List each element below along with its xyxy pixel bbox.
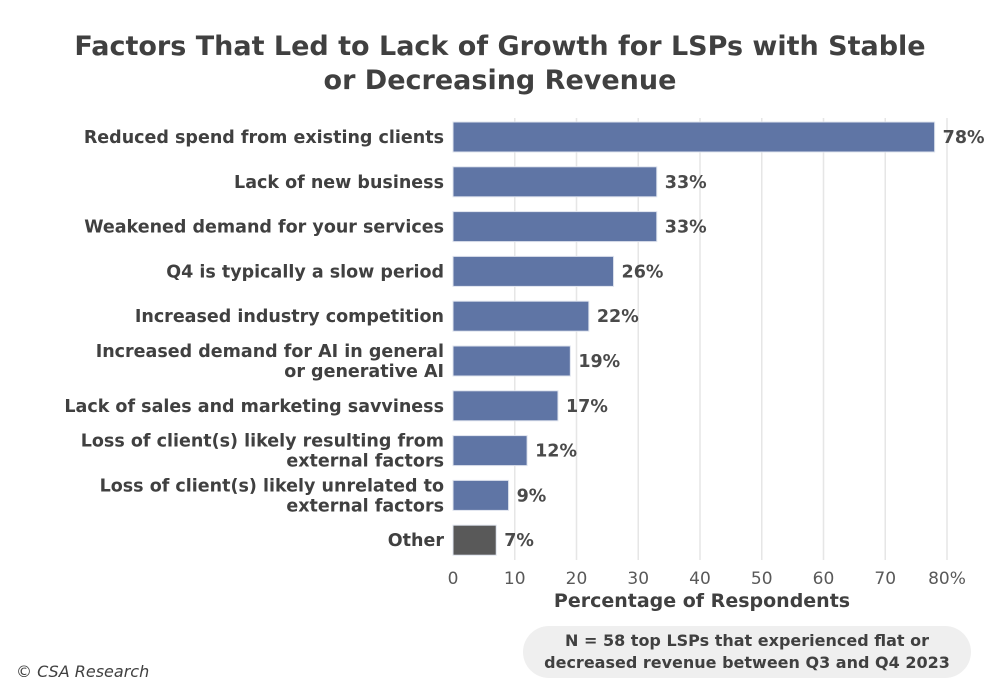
x-tick-label: 80% <box>928 569 966 589</box>
data-label: 12% <box>535 442 577 462</box>
bar <box>452 524 497 556</box>
data-label: 33% <box>665 173 707 193</box>
category-label-line: Loss of client(s) likely resulting from <box>81 432 444 452</box>
category-label-line: external factors <box>286 496 444 516</box>
category-label: Other <box>388 531 445 551</box>
category-label: Lack of sales and marketing savviness <box>64 397 444 417</box>
category-label-line: Lack of new business <box>234 173 444 193</box>
category-label-line: Increased demand for AI in general <box>96 342 444 362</box>
x-tick-label: 20 <box>566 569 588 589</box>
x-tick-label: 0 <box>448 569 459 589</box>
chart-title-line: or Decreasing Revenue <box>323 65 677 96</box>
x-tick-label: 70 <box>874 569 896 589</box>
copyright: © CSA Research <box>16 662 150 681</box>
x-axis-label: Percentage of Respondents <box>554 590 850 612</box>
bar <box>452 211 658 243</box>
category-label: Reduced spend from existing clients <box>84 128 444 148</box>
category-label: Weakened demand for your services <box>84 218 444 238</box>
bar <box>452 121 936 153</box>
bar <box>452 479 510 511</box>
x-tick-label: 10 <box>504 569 526 589</box>
data-label: 26% <box>622 262 664 282</box>
note-line: N = 58 top LSPs that experienced flat or <box>565 631 929 650</box>
category-label: Q4 is typically a slow period <box>166 262 444 282</box>
category-label: Increased industry competition <box>135 307 444 327</box>
category-label-line: Increased industry competition <box>135 307 444 327</box>
category-label-line: external factors <box>286 452 444 472</box>
x-tick-label: 60 <box>813 569 835 589</box>
bar <box>452 300 590 332</box>
category-label-line: Loss of client(s) likely unrelated to <box>100 476 444 496</box>
data-label: 22% <box>597 307 639 327</box>
bar <box>452 255 615 287</box>
sample-size-note: N = 58 top LSPs that experienced flat or… <box>523 626 971 678</box>
note-line: decreased revenue between Q3 and Q4 2023 <box>544 653 950 672</box>
data-label: 78% <box>943 128 985 148</box>
category-label: Loss of client(s) likely resulting from e… <box>81 432 444 472</box>
chart-title-line: Factors That Led to Lack of Growth for L… <box>74 31 926 62</box>
data-label: 33% <box>665 218 707 238</box>
x-tick-label: 40 <box>689 569 711 589</box>
category-label-line: Reduced spend from existing clients <box>84 128 444 148</box>
x-tick-label: 30 <box>627 569 649 589</box>
category-label-line: Q4 is typically a slow period <box>166 262 444 282</box>
category-label: Lack of new business <box>234 173 444 193</box>
category-label-line: Lack of sales and marketing savviness <box>64 397 444 417</box>
category-label: Increased demand for AI in general or gen… <box>96 342 444 382</box>
x-tick-label: 50 <box>751 569 773 589</box>
category-label-line: Other <box>388 531 445 551</box>
bar <box>452 345 571 377</box>
bar <box>452 390 559 422</box>
data-label: 7% <box>504 531 534 551</box>
category-label: Loss of client(s) likely unrelated to ext… <box>100 476 444 516</box>
category-label-line: or generative AI <box>284 362 444 382</box>
bar <box>452 435 528 467</box>
data-label: 19% <box>578 352 620 372</box>
category-label-line: Weakened demand for your services <box>84 218 444 238</box>
data-label: 9% <box>517 486 547 506</box>
bar <box>452 166 658 198</box>
data-label: 17% <box>566 397 608 417</box>
chart-title: Factors That Led to Lack of Growth for L… <box>0 30 1000 98</box>
